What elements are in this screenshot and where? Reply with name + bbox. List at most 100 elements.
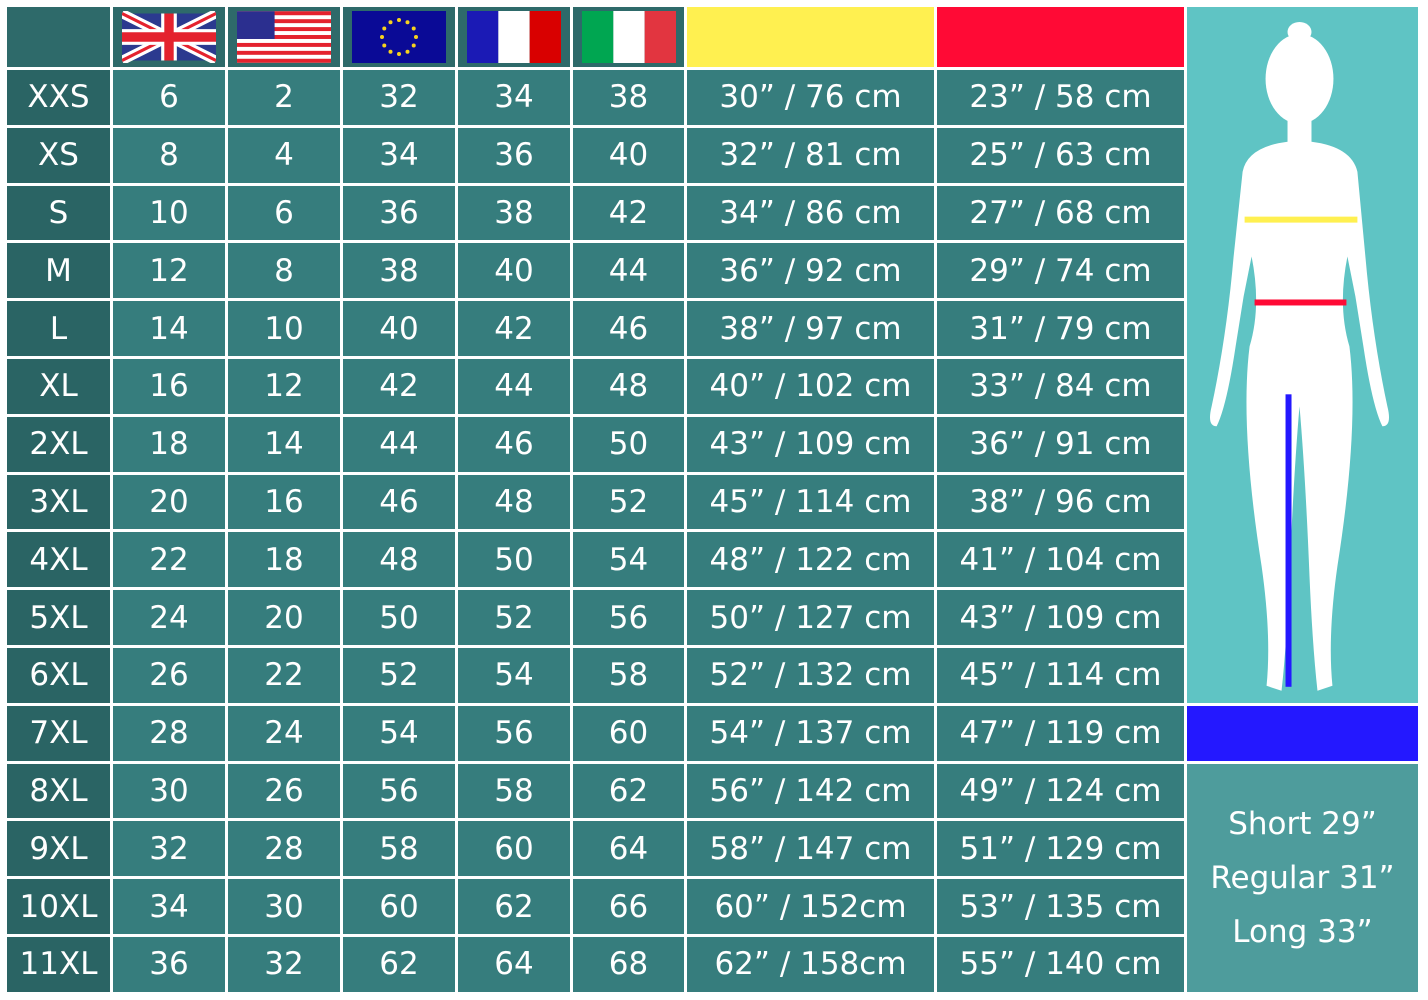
cell-it: 52 <box>573 474 684 530</box>
size-label: L <box>7 301 110 356</box>
cell-bust: 40” / 102 cm <box>687 358 934 414</box>
cell-uk: 28 <box>113 705 225 761</box>
bust-color-header <box>687 7 934 67</box>
cell-bust: 36” / 92 cm <box>687 243 934 299</box>
uk-flag-icon <box>122 11 216 63</box>
us-flag-icon <box>237 11 331 63</box>
size-label: XS <box>7 127 110 183</box>
cell-eu: 40 <box>343 301 455 356</box>
cell-bust: 58” / 147 cm <box>687 821 934 877</box>
france-flag-header <box>458 7 570 67</box>
cell-fr: 52 <box>458 590 570 645</box>
cell-eu: 48 <box>343 532 455 588</box>
cell-it: 56 <box>573 590 684 645</box>
star-icon <box>382 43 387 48</box>
cell-bust: 34” / 86 cm <box>687 185 934 241</box>
cell-eu: 36 <box>343 185 455 241</box>
cell-bust: 43” / 109 cm <box>687 416 934 472</box>
cell-eu: 52 <box>343 647 455 703</box>
woman-silhouette-icon <box>1209 21 1390 691</box>
corner-cell <box>7 7 110 67</box>
cell-us: 6 <box>228 185 340 241</box>
cell-it: 64 <box>573 821 684 877</box>
size-label: 9XL <box>7 821 110 877</box>
cell-eu: 56 <box>343 763 455 819</box>
star-icon <box>414 35 418 39</box>
size-label: XL <box>7 358 110 414</box>
inseam-long: Long 33” <box>1232 913 1373 950</box>
cell-fr: 48 <box>458 474 570 530</box>
cell-uk: 24 <box>113 590 225 645</box>
cell-fr: 46 <box>458 416 570 472</box>
cell-fr: 54 <box>458 647 570 703</box>
cell-it: 66 <box>573 879 684 934</box>
size-label: 4XL <box>7 532 110 588</box>
star-icon <box>405 49 410 54</box>
cell-fr: 50 <box>458 532 570 588</box>
cell-eu: 60 <box>343 879 455 934</box>
cell-eu: 46 <box>343 474 455 530</box>
cell-us: 28 <box>228 821 340 877</box>
cell-it: 40 <box>573 127 684 183</box>
cell-it: 62 <box>573 763 684 819</box>
cell-us: 2 <box>228 70 340 125</box>
size-label: M <box>7 243 110 299</box>
cell-waist: 49” / 124 cm <box>937 763 1184 819</box>
cell-it: 68 <box>573 936 684 992</box>
cell-eu: 62 <box>343 936 455 992</box>
cell-waist: 33” / 84 cm <box>937 358 1184 414</box>
cell-uk: 16 <box>113 358 225 414</box>
waist-measure-line <box>1254 299 1347 306</box>
cell-us: 24 <box>228 705 340 761</box>
cell-it: 60 <box>573 705 684 761</box>
cell-uk: 36 <box>113 936 225 992</box>
cell-us: 16 <box>228 474 340 530</box>
inseam-short: Short 29” <box>1228 805 1377 842</box>
cell-bust: 48” / 122 cm <box>687 532 934 588</box>
cell-it: 54 <box>573 532 684 588</box>
cell-uk: 20 <box>113 474 225 530</box>
star-icon <box>405 20 410 25</box>
cell-us: 22 <box>228 647 340 703</box>
bust-measure-line <box>1244 216 1358 223</box>
cell-fr: 42 <box>458 301 570 356</box>
cell-us: 30 <box>228 879 340 934</box>
eu-flag-header <box>343 7 455 67</box>
size-label: 5XL <box>7 590 110 645</box>
cell-bust: 30” / 76 cm <box>687 70 934 125</box>
star-icon <box>382 26 387 31</box>
italy-flag-header <box>573 7 684 67</box>
size-label: 6XL <box>7 647 110 703</box>
cell-waist: 45” / 114 cm <box>937 647 1184 703</box>
inseam-measure-line <box>1285 394 1292 687</box>
cell-us: 26 <box>228 763 340 819</box>
body-measurement-figure <box>1187 7 1418 703</box>
cell-bust: 52” / 132 cm <box>687 647 934 703</box>
cell-us: 32 <box>228 936 340 992</box>
cell-bust: 32” / 81 cm <box>687 127 934 183</box>
cell-fr: 34 <box>458 70 570 125</box>
cell-waist: 23” / 58 cm <box>937 70 1184 125</box>
cell-uk: 14 <box>113 301 225 356</box>
cell-bust: 38” / 97 cm <box>687 301 934 356</box>
cell-bust: 45” / 114 cm <box>687 474 934 530</box>
size-label: 10XL <box>7 879 110 934</box>
us-flag-header <box>228 7 340 67</box>
size-label: 2XL <box>7 416 110 472</box>
cell-bust: 56” / 142 cm <box>687 763 934 819</box>
cell-waist: 27” / 68 cm <box>937 185 1184 241</box>
cell-fr: 40 <box>458 243 570 299</box>
italy-flag-icon <box>581 11 676 63</box>
waist-color-header <box>937 7 1184 67</box>
size-label: XXS <box>7 70 110 125</box>
cell-uk: 6 <box>113 70 225 125</box>
cell-fr: 64 <box>458 936 570 992</box>
cell-eu: 44 <box>343 416 455 472</box>
star-icon <box>397 52 401 56</box>
cell-uk: 32 <box>113 821 225 877</box>
size-label: 7XL <box>7 705 110 761</box>
cell-it: 44 <box>573 243 684 299</box>
cell-fr: 60 <box>458 821 570 877</box>
cell-us: 4 <box>228 127 340 183</box>
